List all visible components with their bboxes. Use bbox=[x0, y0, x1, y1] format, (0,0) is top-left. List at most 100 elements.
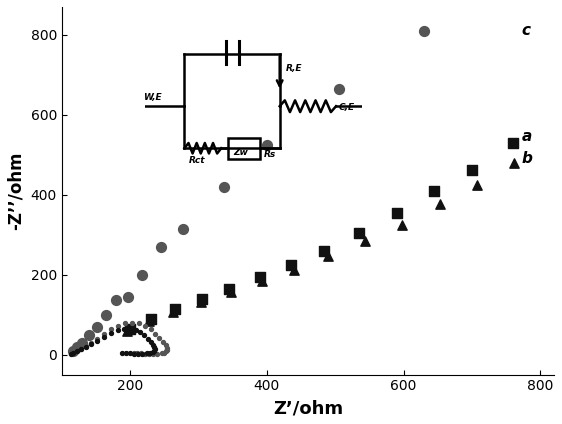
Point bbox=[120, 325, 129, 332]
Point bbox=[157, 350, 166, 357]
Point bbox=[436, 200, 445, 207]
Point bbox=[420, 28, 429, 34]
Point bbox=[85, 332, 94, 339]
Point bbox=[140, 323, 149, 329]
Point bbox=[142, 350, 151, 357]
X-axis label: Z’/ohm: Z’/ohm bbox=[273, 399, 343, 417]
Point bbox=[69, 350, 78, 357]
Point bbox=[158, 338, 167, 345]
Point bbox=[160, 349, 169, 356]
Point bbox=[148, 349, 157, 355]
Point bbox=[122, 327, 131, 334]
Point bbox=[257, 278, 266, 285]
Point bbox=[169, 309, 178, 315]
Point bbox=[69, 347, 78, 354]
Point bbox=[509, 139, 518, 146]
Point bbox=[125, 325, 134, 332]
Point bbox=[151, 330, 160, 337]
Point bbox=[286, 261, 295, 268]
Point bbox=[140, 351, 149, 357]
Point bbox=[87, 341, 96, 348]
Point bbox=[72, 348, 81, 355]
Point bbox=[76, 346, 85, 353]
Point bbox=[121, 320, 130, 327]
Point bbox=[334, 86, 343, 92]
Point bbox=[324, 252, 333, 259]
Point bbox=[66, 350, 75, 357]
Text: c: c bbox=[522, 23, 531, 39]
Point bbox=[81, 343, 90, 349]
Point bbox=[262, 142, 271, 148]
Point bbox=[473, 181, 482, 188]
Point bbox=[93, 323, 102, 330]
Point bbox=[155, 335, 164, 341]
Point bbox=[156, 243, 165, 250]
Point bbox=[99, 330, 108, 337]
Point bbox=[149, 344, 158, 351]
Point bbox=[146, 326, 155, 333]
Point bbox=[289, 267, 298, 273]
Point bbox=[179, 226, 188, 232]
Point bbox=[114, 323, 123, 329]
Point bbox=[150, 346, 159, 352]
Point bbox=[125, 325, 134, 332]
Point bbox=[106, 330, 115, 337]
Point bbox=[162, 346, 171, 353]
Point bbox=[69, 349, 78, 356]
Point bbox=[140, 332, 149, 339]
Point bbox=[87, 339, 96, 346]
Point bbox=[143, 335, 152, 342]
Point bbox=[137, 350, 146, 357]
Point bbox=[146, 338, 155, 345]
Point bbox=[146, 349, 155, 356]
Point bbox=[130, 351, 139, 357]
Text: b: b bbox=[522, 151, 533, 166]
Point bbox=[138, 351, 147, 357]
Point bbox=[114, 327, 123, 334]
Y-axis label: -Z’’/ohm: -Z’’/ohm bbox=[7, 151, 25, 230]
Point bbox=[121, 350, 130, 357]
Point bbox=[112, 296, 121, 303]
Point bbox=[220, 184, 229, 190]
Point bbox=[197, 295, 206, 302]
Point bbox=[93, 337, 102, 344]
Point bbox=[149, 347, 158, 354]
Point bbox=[153, 351, 162, 357]
Point bbox=[510, 159, 519, 166]
Point bbox=[145, 351, 154, 358]
Point bbox=[78, 339, 87, 346]
Point bbox=[131, 326, 140, 333]
Point bbox=[134, 351, 143, 357]
Point bbox=[76, 345, 85, 352]
Point bbox=[125, 350, 134, 357]
Point bbox=[81, 344, 90, 351]
Point bbox=[225, 285, 234, 292]
Point bbox=[162, 344, 171, 351]
Point bbox=[124, 293, 133, 300]
Point bbox=[73, 344, 82, 351]
Point bbox=[170, 305, 179, 312]
Point bbox=[72, 347, 81, 354]
Point bbox=[136, 329, 145, 336]
Point bbox=[145, 318, 154, 325]
Point bbox=[138, 271, 147, 278]
Point bbox=[226, 289, 235, 296]
Point bbox=[134, 320, 143, 327]
Point bbox=[430, 187, 439, 194]
Point bbox=[128, 319, 137, 326]
Point bbox=[133, 350, 142, 357]
Point bbox=[196, 298, 205, 305]
Point bbox=[161, 342, 170, 349]
Point bbox=[149, 351, 158, 358]
Point bbox=[355, 229, 364, 236]
Point bbox=[129, 349, 138, 356]
Point bbox=[146, 315, 155, 322]
Point bbox=[256, 273, 265, 280]
Point bbox=[360, 237, 369, 244]
Point bbox=[66, 351, 75, 357]
Point bbox=[398, 221, 407, 228]
Point bbox=[99, 333, 108, 340]
Point bbox=[117, 349, 126, 356]
Text: a: a bbox=[522, 129, 532, 144]
Point bbox=[392, 209, 401, 216]
